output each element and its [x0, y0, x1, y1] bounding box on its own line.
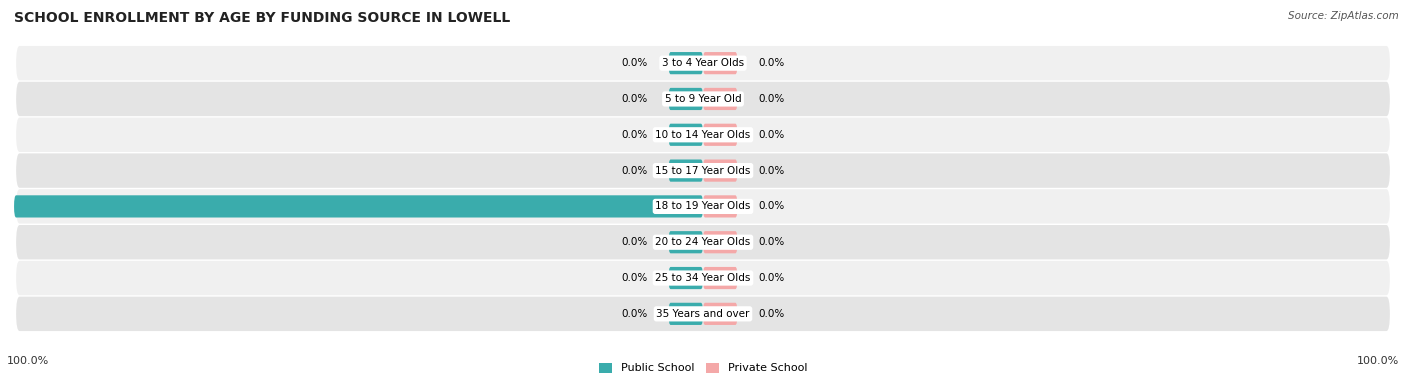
FancyBboxPatch shape — [669, 303, 703, 325]
FancyBboxPatch shape — [703, 159, 738, 182]
FancyBboxPatch shape — [703, 52, 738, 74]
FancyBboxPatch shape — [15, 297, 1391, 331]
Text: 25 to 34 Year Olds: 25 to 34 Year Olds — [655, 273, 751, 283]
Text: 5 to 9 Year Old: 5 to 9 Year Old — [665, 94, 741, 104]
Text: 0.0%: 0.0% — [621, 94, 648, 104]
Text: 0.0%: 0.0% — [621, 309, 648, 319]
FancyBboxPatch shape — [15, 82, 1391, 116]
Text: 0.0%: 0.0% — [758, 309, 785, 319]
FancyBboxPatch shape — [669, 159, 703, 182]
Text: 20 to 24 Year Olds: 20 to 24 Year Olds — [655, 237, 751, 247]
FancyBboxPatch shape — [703, 267, 738, 289]
Text: 0.0%: 0.0% — [758, 94, 785, 104]
Text: 0.0%: 0.0% — [758, 166, 785, 176]
Text: 100.0%: 100.0% — [7, 356, 49, 366]
Text: Source: ZipAtlas.com: Source: ZipAtlas.com — [1288, 11, 1399, 21]
Text: 10 to 14 Year Olds: 10 to 14 Year Olds — [655, 130, 751, 140]
FancyBboxPatch shape — [703, 195, 738, 218]
Text: 35 Years and over: 35 Years and over — [657, 309, 749, 319]
FancyBboxPatch shape — [15, 118, 1391, 152]
Text: 0.0%: 0.0% — [758, 273, 785, 283]
FancyBboxPatch shape — [703, 124, 738, 146]
FancyBboxPatch shape — [15, 189, 1391, 224]
FancyBboxPatch shape — [669, 124, 703, 146]
FancyBboxPatch shape — [703, 88, 738, 110]
Text: 100.0%: 100.0% — [1357, 356, 1399, 366]
Text: 3 to 4 Year Olds: 3 to 4 Year Olds — [662, 58, 744, 68]
FancyBboxPatch shape — [703, 231, 738, 253]
Text: 0.0%: 0.0% — [621, 273, 648, 283]
FancyBboxPatch shape — [669, 88, 703, 110]
FancyBboxPatch shape — [15, 261, 1391, 295]
Text: 0.0%: 0.0% — [621, 130, 648, 140]
FancyBboxPatch shape — [703, 303, 738, 325]
Text: SCHOOL ENROLLMENT BY AGE BY FUNDING SOURCE IN LOWELL: SCHOOL ENROLLMENT BY AGE BY FUNDING SOUR… — [14, 11, 510, 25]
Text: 0.0%: 0.0% — [621, 58, 648, 68]
Text: 0.0%: 0.0% — [621, 237, 648, 247]
FancyBboxPatch shape — [14, 195, 703, 218]
Text: 0.0%: 0.0% — [758, 58, 785, 68]
FancyBboxPatch shape — [669, 52, 703, 74]
Text: 18 to 19 Year Olds: 18 to 19 Year Olds — [655, 201, 751, 211]
FancyBboxPatch shape — [15, 153, 1391, 188]
FancyBboxPatch shape — [669, 231, 703, 253]
Text: 0.0%: 0.0% — [758, 201, 785, 211]
Text: 0.0%: 0.0% — [758, 237, 785, 247]
Legend: Public School, Private School: Public School, Private School — [595, 358, 811, 377]
FancyBboxPatch shape — [669, 267, 703, 289]
Text: 0.0%: 0.0% — [758, 130, 785, 140]
Text: 0.0%: 0.0% — [621, 166, 648, 176]
FancyBboxPatch shape — [15, 225, 1391, 259]
Text: 15 to 17 Year Olds: 15 to 17 Year Olds — [655, 166, 751, 176]
FancyBboxPatch shape — [15, 46, 1391, 80]
